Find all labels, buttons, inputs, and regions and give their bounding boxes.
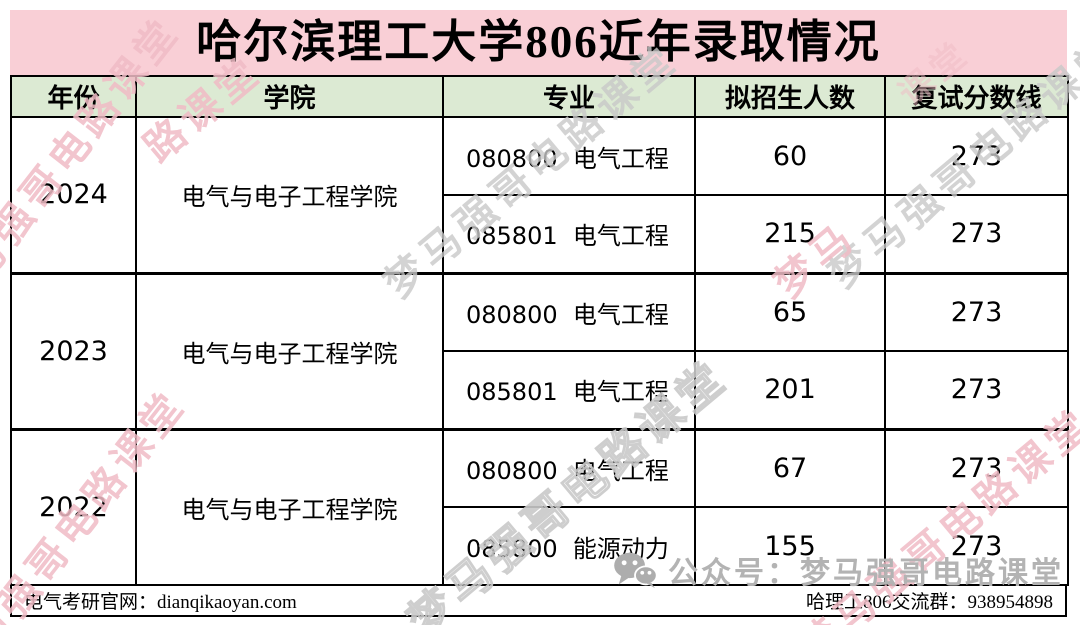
major-cell: 080800 电气工程 [442, 271, 696, 352]
page-title: 哈尔滨理工大学806近年录取情况 [196, 17, 881, 67]
score-cell: 273 [884, 427, 1069, 508]
quota-cell: 67 [694, 427, 886, 508]
score-cell: 273 [884, 116, 1069, 196]
major-cell: 080800 电气工程 [442, 427, 696, 508]
table-row: 085801 电气工程 215 273 [11, 194, 1069, 274]
col-header-major: 专业 [442, 75, 696, 118]
content: 哈尔滨理工大学806近年录取情况 年份 学院 专业 拟招生人数 复试分数线 20… [10, 10, 1069, 617]
footer-group-text: 哈理工806交流群：938954898 [805, 592, 1053, 613]
college-cell: 电气与电子工程学院 [135, 271, 444, 430]
quota-cell: 60 [694, 116, 886, 196]
admissions-table: 年份 学院 专业 拟招生人数 复试分数线 2024 电气与电子工程学院 0808… [10, 75, 1069, 586]
quota-cell: 65 [694, 271, 886, 352]
score-cell: 273 [884, 350, 1069, 430]
header-row: 年份 学院 专业 拟招生人数 复试分数线 [10, 75, 1069, 118]
year-cell: 2023 [10, 271, 137, 430]
quota-cell: 155 [694, 506, 886, 586]
table-row: 085801 电气工程 201 273 [11, 350, 1069, 430]
major-cell: 080800 电气工程 [442, 116, 696, 196]
major-cell: 085800 能源动力 [442, 506, 696, 586]
quota-cell: 215 [694, 194, 886, 274]
table-row: 2023 电气与电子工程学院 080800 电气工程 65 273 [10, 271, 1069, 430]
col-header-quota: 拟招生人数 [694, 75, 886, 118]
college-cell: 电气与电子工程学院 [135, 116, 444, 274]
col-header-college: 学院 [135, 75, 444, 118]
college-cell: 电气与电子工程学院 [135, 427, 444, 586]
col-header-score: 复试分数线 [884, 75, 1069, 118]
title-band: 哈尔滨理工大学806近年录取情况 [10, 10, 1067, 75]
score-cell: 273 [884, 506, 1069, 586]
footer-bar: 电气考研官网：dianqikaoyan.com 哈理工806交流群：938954… [10, 586, 1067, 617]
table-row: 2022 电气与电子工程学院 080800 电气工程 67 273 [10, 427, 1069, 586]
table-row: 085800 能源动力 155 273 [11, 506, 1069, 586]
year-cell: 2022 [10, 427, 137, 586]
year-cell: 2024 [10, 116, 137, 274]
quota-cell: 201 [694, 350, 886, 430]
score-cell: 273 [884, 194, 1069, 274]
table-row: 2024 电气与电子工程学院 080800 电气工程 60 273 [10, 116, 1069, 274]
major-cell: 085801 电气工程 [442, 350, 696, 430]
footer-site-text: 电气考研官网：dianqikaoyan.com [24, 592, 297, 613]
col-header-year: 年份 [10, 75, 137, 118]
major-cell: 085801 电气工程 [442, 194, 696, 274]
score-cell: 273 [884, 271, 1069, 352]
